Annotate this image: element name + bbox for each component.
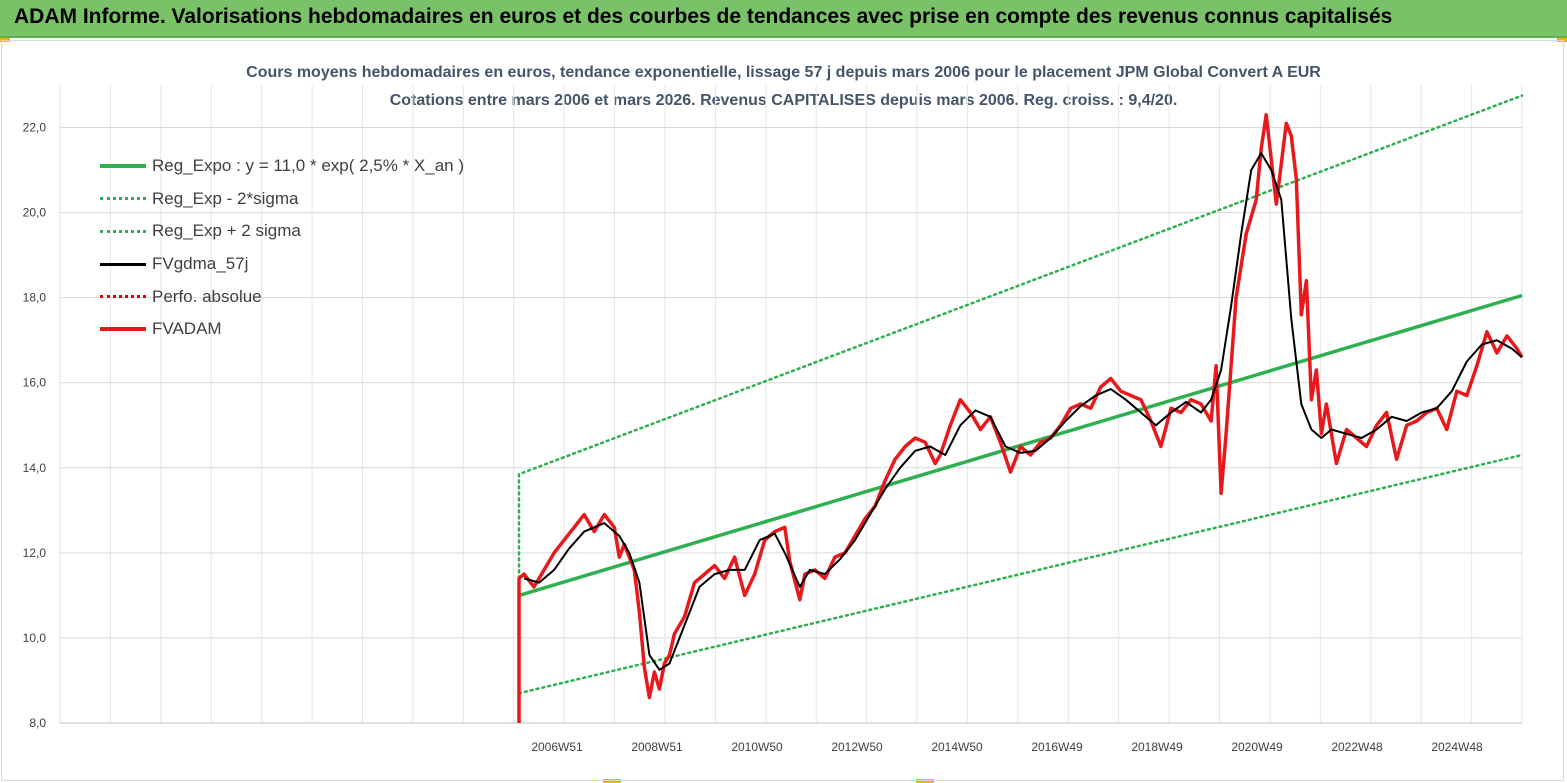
y-tick-label: 10,0 [23, 631, 47, 645]
legend-swatch [100, 164, 146, 169]
legend-swatch [100, 262, 146, 266]
legend-entry: Reg_Exp + 2 sigma [100, 215, 464, 248]
x-tick-label: 2010W50 [731, 740, 783, 754]
x-tick-label: 2022W48 [1331, 740, 1383, 754]
bottom-marker-right [916, 779, 934, 783]
legend-entry: Perfo. absolue [100, 280, 464, 313]
y-tick-label: 22,0 [23, 121, 47, 135]
legend-label: FVgdma_57j [152, 254, 249, 274]
legend-swatch [100, 197, 146, 201]
chart-title: Cours moyens hebdomadaires en euros, ten… [246, 64, 1321, 81]
x-tick-label: 2020W49 [1231, 740, 1283, 754]
x-tick-label: 2012W50 [831, 740, 883, 754]
legend-label: FVADAM [152, 319, 222, 339]
x-tick-label: 2008W51 [631, 740, 683, 754]
chart-frame [1, 40, 1564, 781]
legend-swatch [100, 295, 146, 299]
legend-swatch [100, 229, 146, 233]
report-banner: ADAM Informe. Valorisations hebdomadaire… [0, 0, 1567, 38]
y-tick-label: 8,0 [29, 716, 46, 730]
legend-entry: Reg_Exp - 2*sigma [100, 183, 464, 216]
legend-label: Reg_Exp + 2 sigma [152, 221, 301, 241]
legend-label: Reg_Exp - 2*sigma [152, 188, 299, 208]
x-tick-label: 2024W48 [1431, 740, 1483, 754]
legend-entry: Reg_Expo : y = 11,0 * exp( 2,5% * X_an ) [100, 150, 464, 183]
series-line-5 [517, 113, 1524, 723]
legend-entry: FVgdma_57j [100, 248, 464, 281]
y-tick-label: 18,0 [23, 291, 47, 305]
legend-label: Perfo. absolue [152, 286, 262, 306]
x-tick-label: 2018W49 [1131, 740, 1183, 754]
legend-label: Reg_Expo : y = 11,0 * exp( 2,5% * X_an ) [152, 156, 465, 176]
series-line-1 [517, 453, 1524, 695]
legend-swatch [100, 327, 146, 332]
x-tick-label: 2016W49 [1031, 740, 1083, 754]
y-tick-label: 16,0 [23, 376, 47, 390]
series-line-2 [517, 94, 1524, 580]
legend-entry: FVADAM [100, 313, 464, 346]
y-tick-label: 20,0 [23, 206, 47, 220]
bottom-marker-left [603, 779, 621, 783]
x-tick-label: 2014W50 [931, 740, 983, 754]
chart-legend: Reg_Expo : y = 11,0 * exp( 2,5% * X_an )… [100, 150, 464, 346]
report-title: ADAM Informe. Valorisations hebdomadaire… [14, 5, 1393, 28]
chart-subtitle: Cotations entre mars 2006 et mars 2026. … [389, 92, 1178, 109]
y-tick-label: 14,0 [23, 461, 47, 475]
series-line-3 [523, 152, 1523, 671]
y-tick-label: 12,0 [23, 546, 47, 560]
x-tick-label: 2006W51 [531, 740, 583, 754]
